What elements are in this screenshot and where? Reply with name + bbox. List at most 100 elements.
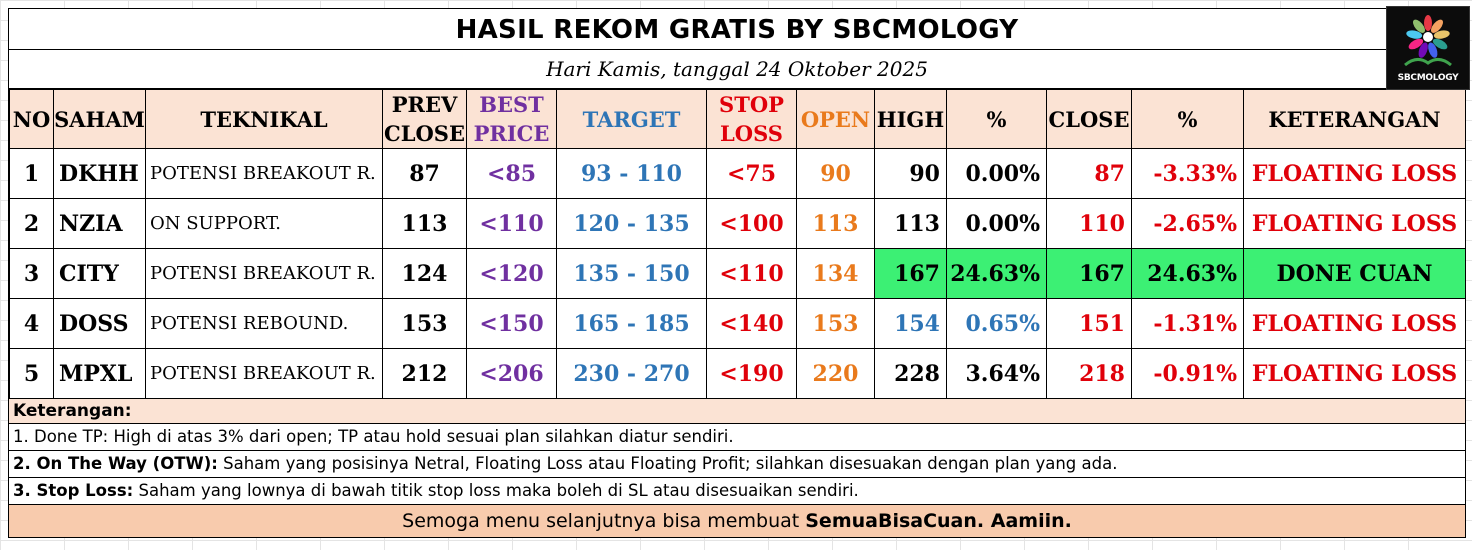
footer-banner: Semoga menu selanjutnya bisa membuat Sem… [9,505,1465,537]
col-target: TARGET [556,89,707,149]
cell-keterangan: DONE CUAN [1243,248,1466,299]
recommendation-sheet: HASIL REKOM GRATIS BY SBCMOLOGY Hari Kam… [8,8,1466,538]
cell-best-price: <85 [466,148,557,199]
cell-close: 167 [1046,248,1132,299]
cell-pct-high: 24.63% [946,248,1047,299]
col-prev-close: PREV CLOSE [382,89,467,149]
cell-close: 218 [1046,348,1132,399]
cell-prev-close: 212 [382,348,467,399]
cell-no: 2 [9,198,54,249]
col-teknikal: TEKNIKAL [145,89,383,149]
cell-prev-close: 124 [382,248,467,299]
cell-target: 120 - 135 [556,198,707,249]
cell-target: 93 - 110 [556,148,707,199]
cell-stop-loss: <140 [706,298,797,349]
cell-saham: NZIA [53,198,146,249]
cell-pct-close: -1.31% [1131,298,1244,349]
cell-teknikal: ON SUPPORT. [145,198,383,249]
cell-stop-loss: <75 [706,148,797,199]
cell-target: 135 - 150 [556,248,707,299]
table-row: 4 DOSS POTENSI REBOUND. 153 <150 165 - 1… [9,298,1466,349]
col-no: NO [9,89,54,149]
logo-text: SBCMOLOGY [1397,73,1459,83]
col-high: HIGH [874,89,947,149]
note-line-2-text: Saham yang posisinya Netral, Floating Lo… [217,454,1118,473]
col-pct-close: % [1131,89,1244,149]
cell-no: 1 [9,148,54,199]
flower-logo-icon [1404,15,1452,67]
cell-teknikal: POTENSI BREAKOUT R. [145,348,383,399]
col-keterangan: KETERANGAN [1243,89,1466,149]
cell-open: 113 [796,198,875,249]
cell-pct-close: -3.33% [1131,148,1244,199]
cell-keterangan: FLOATING LOSS [1243,148,1466,199]
table-row: 3 CITY POTENSI BREAKOUT R. 124 <120 135 … [9,248,1466,299]
cell-stop-loss: <190 [706,348,797,399]
page-title: HASIL REKOM GRATIS BY SBCMOLOGY [9,9,1465,50]
cell-high: 90 [874,148,947,199]
cell-saham: CITY [53,248,146,299]
cell-saham: DOSS [53,298,146,349]
recommendation-table: NO SAHAM TEKNIKAL PREV CLOSE BEST PRICE TA… [9,89,1466,399]
cell-open: 134 [796,248,875,299]
cell-pct-high: 3.64% [946,348,1047,399]
col-best-price: BEST PRICE [466,89,557,149]
cell-no: 4 [9,298,54,349]
cell-open: 220 [796,348,875,399]
cell-close: 110 [1046,198,1132,249]
note-line-2: 2. On The Way (OTW): Saham yang posisiny… [9,451,1465,478]
note-line-3-text: Saham yang lownya di bawah titik stop lo… [133,481,859,500]
note-line-2-label: 2. On The Way (OTW): [13,454,218,473]
cell-stop-loss: <100 [706,198,797,249]
cell-open: 90 [796,148,875,199]
cell-teknikal: POTENSI BREAKOUT R. [145,148,383,199]
cell-keterangan: FLOATING LOSS [1243,348,1466,399]
col-stop-loss: STOP LOSS [706,89,797,149]
cell-pct-high: 0.65% [946,298,1047,349]
cell-keterangan: FLOATING LOSS [1243,198,1466,249]
cell-high: 228 [874,348,947,399]
cell-keterangan: FLOATING LOSS [1243,298,1466,349]
cell-target: 165 - 185 [556,298,707,349]
cell-saham: DKHH [53,148,146,199]
cell-best-price: <206 [466,348,557,399]
footer-text: Semoga menu selanjutnya bisa membuat [402,510,806,532]
cell-pct-high: 0.00% [946,198,1047,249]
cell-prev-close: 153 [382,298,467,349]
cell-teknikal: POTENSI REBOUND. [145,298,383,349]
cell-prev-close: 113 [382,198,467,249]
note-line-1: 1. Done TP: High di atas 3% dari open; T… [9,424,1465,451]
cell-prev-close: 87 [382,148,467,199]
cell-pct-high: 0.00% [946,148,1047,199]
cell-close: 151 [1046,298,1132,349]
cell-pct-close: -2.65% [1131,198,1244,249]
notes-heading: Keterangan: [9,399,1465,424]
notes-section: Keterangan: 1. Done TP: High di atas 3% … [9,399,1465,505]
cell-no: 5 [9,348,54,399]
cell-pct-close: -0.91% [1131,348,1244,399]
sbcmology-logo: SBCMOLOGY [1386,6,1470,90]
cell-close: 87 [1046,148,1132,199]
table-row: 5 MPXL POTENSI BREAKOUT R. 212 <206 230 … [9,348,1466,399]
col-pct-high: % [946,89,1047,149]
cell-best-price: <110 [466,198,557,249]
footer-bold-text: SemuaBisaCuan. Aamiin. [805,510,1072,532]
cell-high: 113 [874,198,947,249]
cell-best-price: <120 [466,248,557,299]
table-row: 2 NZIA ON SUPPORT. 113 <110 120 - 135 <1… [9,198,1466,249]
cell-teknikal: POTENSI BREAKOUT R. [145,248,383,299]
cell-open: 153 [796,298,875,349]
cell-best-price: <150 [466,298,557,349]
cell-high: 167 [874,248,947,299]
page-subtitle: Hari Kamis, tanggal 24 Oktober 2025 [9,50,1465,89]
table-header-row: NO SAHAM TEKNIKAL PREV CLOSE BEST PRICE TA… [9,89,1466,149]
col-open: OPEN [796,89,875,149]
cell-stop-loss: <110 [706,248,797,299]
cell-target: 230 - 270 [556,348,707,399]
cell-no: 3 [9,248,54,299]
note-line-3: 3. Stop Loss: Saham yang lownya di bawah… [9,478,1465,505]
table-row: 1 DKHH POTENSI BREAKOUT R. 87 <85 93 - 1… [9,148,1466,199]
col-saham: SAHAM [53,89,146,149]
cell-high: 154 [874,298,947,349]
col-close: CLOSE [1046,89,1132,149]
